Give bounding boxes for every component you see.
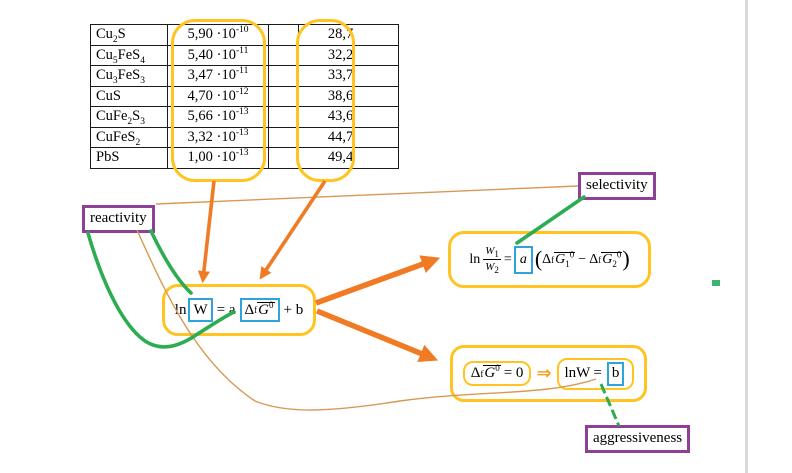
delta-text: Δ (244, 301, 255, 318)
w-text: W (193, 301, 208, 318)
gibbs-overline: G0 (257, 299, 275, 319)
table-row: CuFeS2 3,32 ·10-13 44,7 (90, 126, 399, 148)
left-paren: ( (534, 245, 543, 271)
gibbs2-overline: G20 (601, 249, 623, 269)
green-marker-dot (712, 280, 720, 286)
selectivity-label-text: selectivity (586, 177, 648, 193)
g-text: G (258, 301, 269, 318)
equals-zero-text: = 0 (503, 365, 524, 381)
compound-formula-cell: CuFe2S3 (90, 106, 168, 128)
table-row: PbS 1,00 ·10-13 49,4 (90, 147, 399, 169)
compound-formula-cell: Cu3FeS3 (90, 65, 168, 87)
compound-formula-cell: CuFeS2 (90, 126, 168, 148)
compound-table-body: Cu2S 5,90 ·10-10 28,7 Cu5FeS4 5,40 ·10-11 32,… (90, 24, 399, 169)
table-row: Cu3FeS3 3,47 ·10-11 33,7 (90, 65, 399, 87)
ln-text: ln (174, 301, 187, 318)
numeric-value-cell: 38,6 (298, 85, 399, 107)
delta-text: Δ (542, 251, 552, 267)
scientific-value-cell: 5,66 ·10-13 (167, 106, 269, 128)
b-text: b (611, 365, 620, 381)
compound-formula-cell: PbS (90, 147, 168, 169)
scientific-value-cell: 4,70 ·10-12 (167, 85, 269, 107)
arrow-lnw-to-ratio-equation (315, 255, 441, 306)
minus-text: − (578, 251, 587, 267)
gibbs-overline: G0 (483, 363, 501, 382)
compound-table: Cu2S 5,90 ·10-10 28,7 Cu5FeS4 5,40 ·10-11 32,… (90, 24, 399, 169)
reactivity-label: reactivity (82, 205, 155, 233)
w-text: W (576, 365, 591, 381)
numeric-value-cell: 43,6 (298, 106, 399, 128)
arrow-numbers-column-to-dfg (259, 180, 327, 280)
equals-text: = (503, 251, 512, 267)
empty-cell (268, 44, 299, 66)
reactivity-label-text: reactivity (90, 210, 147, 226)
aggressiveness-label: aggressiveness (585, 425, 691, 453)
aggressiveness-label-text: aggressiveness (593, 430, 683, 446)
plus-b-text: + b (283, 301, 304, 318)
scientific-value-cell: 3,47 ·10-11 (167, 65, 269, 87)
empty-cell (268, 126, 299, 148)
page-edge-line (745, 0, 748, 473)
a-highlight-box: a (513, 245, 533, 274)
arrow-lnw-to-zero-case (315, 308, 439, 363)
empty-cell (268, 106, 299, 128)
line-reactivity-to-selectivity (155, 185, 579, 205)
empty-cell (268, 65, 299, 87)
equals-a-text: = a (216, 301, 236, 318)
arrow-values-column-to-w (197, 180, 216, 284)
compound-formula-cell: Cu2S (90, 24, 168, 46)
values-column-highlight (171, 19, 266, 182)
fraction-numerator: W1 (483, 245, 501, 260)
compound-formula-cell: Cu5FeS4 (90, 44, 168, 66)
table-row: CuS 4,70 ·10-12 38,6 (90, 85, 399, 107)
ln-text: ln (469, 251, 481, 267)
equals-text: = (593, 365, 602, 381)
selectivity-label: selectivity (578, 172, 656, 200)
lnw-b-box: ln W = b (556, 357, 635, 390)
table-row: CuFe2S3 5,66 ·10-13 43,6 (90, 106, 399, 128)
b-highlight-box: b (606, 361, 625, 386)
table-row: Cu5FeS4 5,40 ·10-11 32,2 (90, 44, 399, 66)
right-paren: ) (622, 245, 630, 271)
delta-text: Δ (589, 251, 599, 267)
w-highlight-box: W (188, 298, 213, 322)
w1-w2-fraction: W1 W2 (483, 245, 501, 276)
a-text: a (519, 251, 527, 267)
scientific-value-cell: 3,32 ·10-13 (167, 126, 269, 148)
gibbs1-overline: G10 (554, 249, 576, 269)
empty-cell (268, 24, 299, 46)
implies-arrow: ⇒ (536, 363, 552, 384)
scientific-value-cell: 5,40 ·10-11 (167, 44, 269, 66)
numbers-column-highlight (296, 19, 355, 182)
empty-cell (268, 147, 299, 169)
numeric-value-cell: 32,2 (298, 44, 399, 66)
ln-text: ln (564, 365, 577, 381)
compound-formula-cell: CuS (90, 85, 168, 107)
delta-text: Δ (470, 365, 481, 381)
fraction-denominator: W2 (485, 261, 499, 276)
g-sup-zero: 0 (269, 299, 274, 310)
empty-cell (268, 85, 299, 107)
